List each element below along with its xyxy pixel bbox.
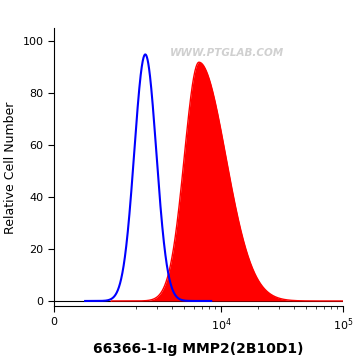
X-axis label: 66366-1-Ig MMP2(2B10D1): 66366-1-Ig MMP2(2B10D1) xyxy=(93,341,304,356)
Text: WWW.PTGLAB.COM: WWW.PTGLAB.COM xyxy=(170,48,284,58)
Y-axis label: Relative Cell Number: Relative Cell Number xyxy=(4,101,17,234)
